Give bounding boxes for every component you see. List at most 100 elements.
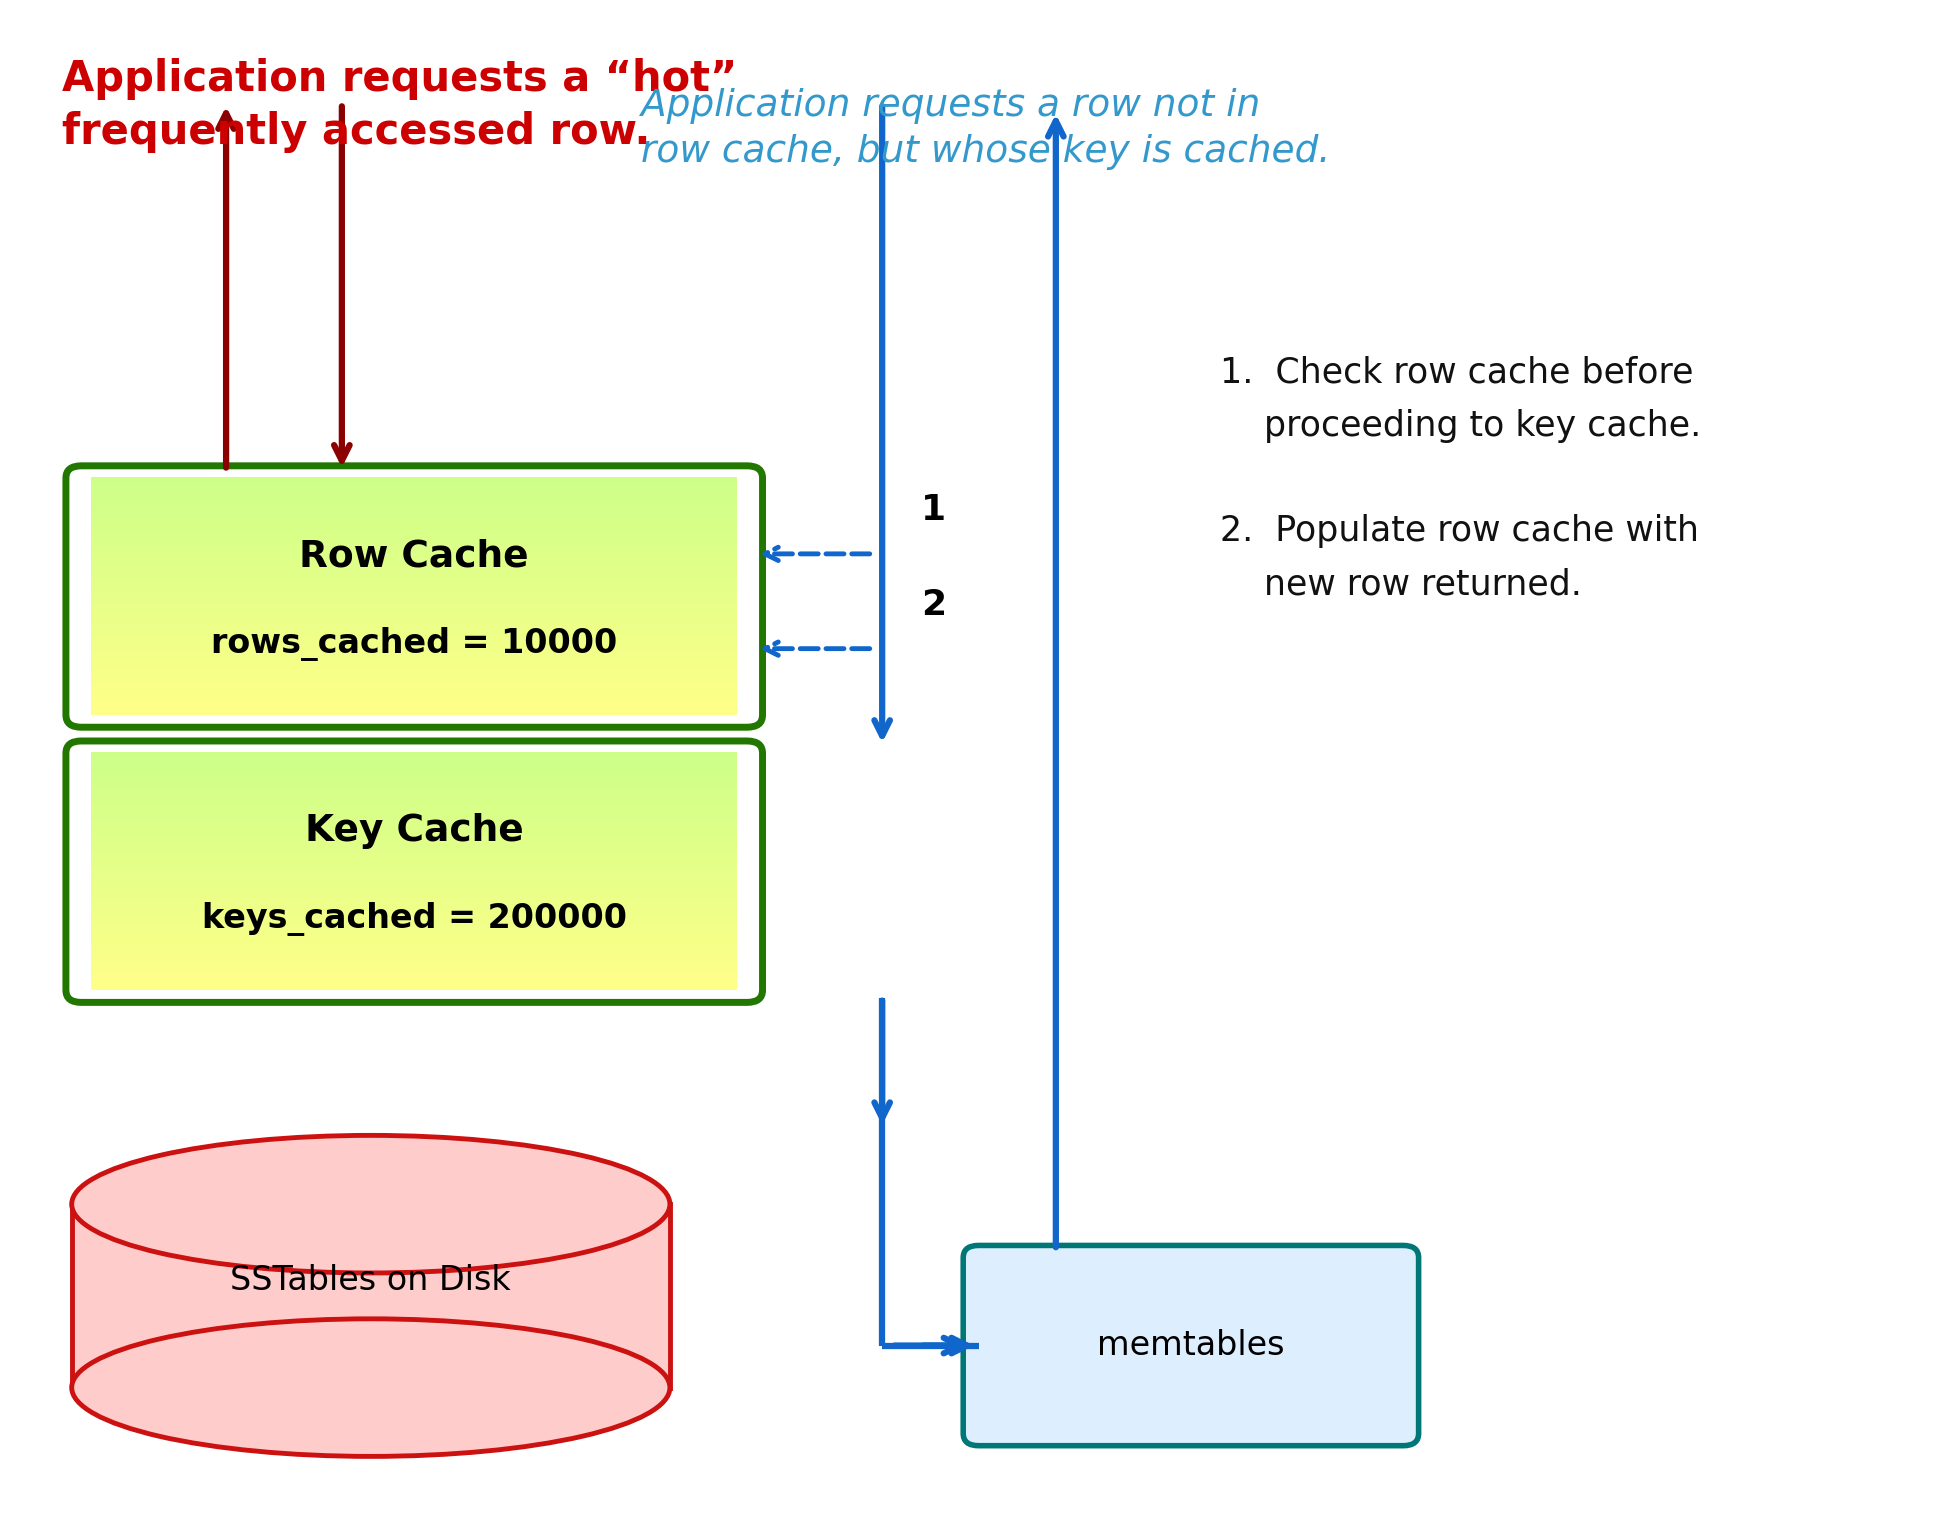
Bar (72, 1203, 671, 1388)
Bar (91, 930, 738, 933)
Bar (91, 682, 738, 687)
Bar (91, 583, 738, 587)
Bar (91, 978, 738, 981)
Bar (91, 612, 738, 615)
Bar (91, 768, 738, 772)
Text: Row Cache: Row Cache (298, 538, 529, 575)
Bar (91, 936, 738, 941)
Bar (91, 556, 738, 561)
Bar (91, 581, 738, 584)
Text: rows_cached = 10000: rows_cached = 10000 (211, 627, 618, 661)
Bar (91, 908, 738, 911)
Bar (91, 599, 738, 604)
Bar (91, 804, 738, 808)
Bar (91, 656, 738, 661)
Bar (91, 827, 738, 832)
Bar (91, 630, 738, 635)
Bar (91, 899, 738, 902)
Bar (91, 832, 738, 836)
Bar (91, 686, 738, 689)
Bar (91, 490, 738, 495)
Bar (91, 875, 738, 879)
Bar (91, 910, 738, 915)
Bar (91, 945, 738, 950)
Bar (91, 493, 738, 496)
Bar (91, 879, 738, 884)
Bar (91, 778, 738, 782)
Text: SSTables on Disk: SSTables on Disk (231, 1263, 512, 1297)
Bar (91, 480, 738, 483)
Bar (91, 838, 738, 841)
Bar (91, 901, 738, 905)
Bar (91, 970, 738, 973)
Bar (91, 503, 738, 507)
Bar (91, 603, 738, 606)
Bar (91, 586, 738, 589)
Bar (91, 847, 738, 850)
Bar (91, 792, 738, 796)
Bar (91, 644, 738, 649)
Bar (91, 633, 738, 636)
Bar (91, 979, 738, 984)
Bar (91, 559, 738, 564)
Bar (91, 619, 738, 622)
Bar (91, 692, 738, 696)
Bar (91, 613, 738, 618)
Bar (91, 701, 738, 705)
Bar (91, 770, 738, 775)
Bar (91, 664, 738, 667)
Bar (91, 550, 738, 553)
Bar (91, 593, 738, 596)
Bar (91, 807, 738, 810)
Bar (91, 661, 738, 666)
Bar (91, 835, 738, 839)
Bar (91, 687, 738, 692)
Bar (91, 573, 738, 578)
Bar (91, 878, 738, 881)
Bar (91, 984, 738, 988)
Bar (91, 609, 738, 613)
Bar (91, 962, 738, 967)
Bar (91, 655, 738, 658)
Bar (91, 884, 738, 888)
Bar (91, 676, 738, 679)
Bar (91, 882, 738, 885)
Bar (91, 752, 738, 756)
Bar (91, 953, 738, 958)
Bar (91, 598, 738, 601)
Bar (91, 647, 738, 652)
Bar (91, 659, 738, 662)
Bar (91, 699, 738, 702)
Bar (91, 818, 738, 822)
Bar (91, 971, 738, 976)
Text: keys_cached = 200000: keys_cached = 200000 (202, 902, 626, 936)
Bar (91, 476, 738, 481)
Bar (91, 696, 738, 701)
Bar (91, 795, 738, 798)
Bar (91, 489, 738, 492)
Bar (91, 563, 738, 566)
Bar (91, 538, 738, 543)
Text: memtables: memtables (1097, 1330, 1285, 1362)
Bar (91, 541, 738, 544)
Bar (91, 848, 738, 853)
Ellipse shape (72, 1319, 671, 1457)
Bar (91, 775, 738, 779)
Bar (91, 524, 738, 527)
Bar (91, 756, 738, 761)
Bar (91, 888, 738, 893)
Bar (91, 521, 738, 526)
Bar (91, 842, 738, 845)
Bar (91, 787, 738, 792)
Bar (91, 896, 738, 901)
Bar (91, 808, 738, 813)
Bar (91, 507, 738, 512)
Bar (91, 812, 738, 815)
Bar (91, 498, 738, 501)
Bar (91, 555, 738, 558)
Bar (91, 905, 738, 910)
Bar (91, 695, 738, 698)
Bar (91, 669, 738, 672)
Bar (91, 801, 738, 805)
Bar (91, 785, 738, 788)
